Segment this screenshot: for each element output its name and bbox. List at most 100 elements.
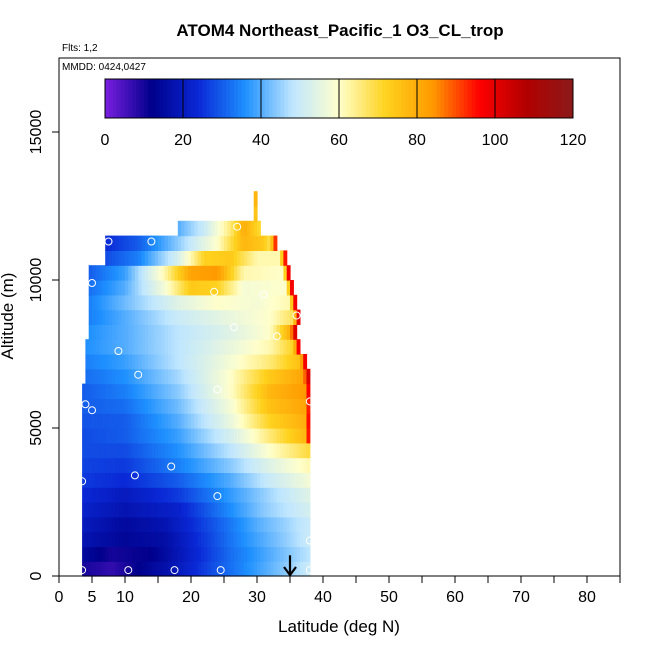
curtain-cell — [214, 324, 218, 340]
curtain-cell — [141, 428, 146, 444]
curtain-cell — [280, 561, 284, 577]
x-tick-label: 0 — [55, 589, 64, 606]
curtain-cell — [217, 442, 222, 459]
curtain-cell — [230, 250, 235, 266]
curtain-cell — [191, 442, 195, 459]
curtain-cell — [306, 398, 311, 414]
curtain-cell — [125, 368, 129, 385]
curtain-cell — [296, 516, 301, 533]
curtain-cell — [204, 531, 209, 547]
curtain-cell — [230, 324, 235, 340]
curtain-cell — [82, 472, 86, 488]
curtain-cell — [181, 368, 185, 385]
curtain-cell — [177, 235, 182, 251]
curtain-cell — [108, 398, 113, 414]
curtain-cell — [247, 561, 251, 577]
curtain-cell — [82, 487, 86, 503]
curtain-cell — [220, 531, 225, 547]
curtain-cell — [115, 339, 119, 355]
curtain-cell — [286, 472, 291, 488]
curtain-cell — [177, 413, 182, 429]
curtain-cell — [111, 428, 116, 444]
curtain-cell — [293, 309, 298, 325]
curtain-cell — [220, 294, 225, 311]
curtain-cell — [161, 265, 166, 281]
curtain-cell — [98, 413, 103, 429]
curtain-cell — [299, 457, 304, 473]
curtain-cell — [121, 457, 126, 473]
curtain-cell — [174, 309, 179, 325]
curtain-cell — [105, 428, 110, 444]
curtain-cell — [144, 354, 149, 370]
curtain-cell — [250, 546, 255, 562]
curtain-cell — [141, 235, 146, 251]
colorbar-swatch — [108, 79, 114, 118]
curtain-cell — [144, 309, 149, 325]
curtain-cell — [164, 472, 169, 488]
curtain-cell — [270, 294, 275, 311]
curtain-cell — [260, 309, 265, 325]
curtain-cell — [164, 561, 169, 577]
curtain-cell — [158, 383, 162, 399]
curtain-cell — [161, 546, 166, 562]
x-tick-label: 40 — [314, 589, 332, 606]
colorbar-swatch — [292, 79, 297, 118]
curtain-cell — [92, 457, 96, 473]
curtain-cell — [187, 250, 192, 266]
curtain-cell — [276, 339, 281, 355]
curtain-cell — [92, 413, 96, 429]
curtain-cell — [296, 442, 301, 459]
curtain-cell — [204, 265, 209, 281]
curtain-cell — [134, 339, 139, 355]
curtain-cell — [184, 457, 189, 473]
curtain-cell — [148, 235, 152, 251]
curtain-cell — [220, 457, 225, 473]
curtain-cell — [207, 398, 212, 414]
curtain-cell — [151, 561, 156, 577]
curtain-cell — [197, 487, 202, 503]
curtain-cell — [240, 265, 245, 281]
curtain-cell — [197, 250, 202, 266]
curtain-cell — [151, 339, 156, 355]
curtain-cell — [98, 546, 103, 562]
curtain-cell — [191, 220, 195, 237]
curtain-cell — [138, 383, 143, 399]
curtain-cell — [250, 294, 255, 311]
curtain-cell — [98, 383, 103, 399]
flight-marker — [216, 566, 225, 575]
curtain-cell — [158, 413, 162, 429]
colorbar: 0 20 40 60 80 100 120 — [101, 78, 586, 149]
curtain-cell — [82, 442, 86, 459]
curtain-cell — [257, 324, 261, 340]
curtain-cell — [111, 309, 116, 325]
curtain-cell — [253, 191, 258, 207]
curtain-cell — [164, 413, 169, 429]
curtain-cell — [118, 442, 123, 459]
colorbar-swatch — [448, 79, 453, 118]
curtain-cell — [220, 442, 225, 459]
curtain-cell — [204, 472, 209, 488]
curtain-cell — [187, 280, 192, 296]
curtain-cell — [233, 294, 238, 311]
curtain-cell — [95, 294, 100, 311]
curtain-cell — [88, 413, 93, 429]
colorbar-swatch — [498, 79, 504, 118]
curtain-cell — [260, 354, 265, 370]
curtain-cell — [161, 280, 166, 296]
flight-marker — [78, 566, 87, 575]
curtain-cell — [95, 472, 100, 488]
curtain-cell — [270, 413, 275, 429]
curtain-cell — [115, 561, 119, 577]
curtain-cell — [217, 280, 222, 296]
curtain-cell — [121, 294, 126, 311]
curtain-cell — [82, 383, 86, 399]
curtain-cell — [293, 531, 298, 547]
curtain-cell — [227, 220, 232, 237]
curtain-cell — [283, 250, 288, 266]
curtain-cell — [177, 531, 182, 547]
curtain-cell — [290, 324, 294, 340]
curtain-cell — [296, 309, 301, 325]
curtain-cell — [220, 339, 225, 355]
colorbar-swatch — [183, 79, 188, 118]
